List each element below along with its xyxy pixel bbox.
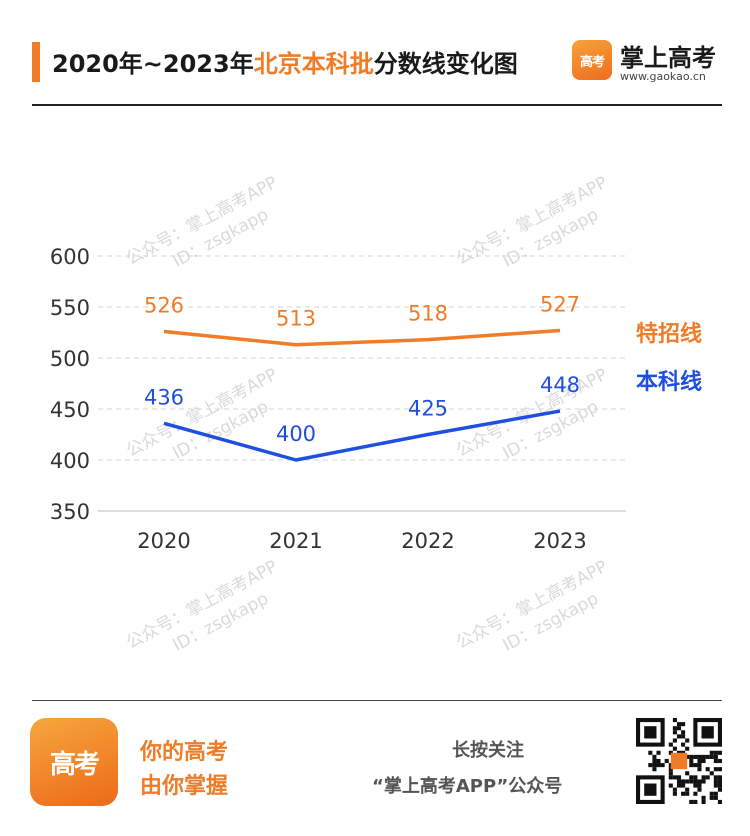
y-tick-label: 350 bbox=[50, 500, 90, 524]
x-tick-label: 2020 bbox=[137, 529, 190, 553]
y-tick-label: 400 bbox=[50, 449, 90, 473]
data-label: 436 bbox=[144, 385, 184, 409]
series-line bbox=[163, 328, 561, 347]
series-line bbox=[163, 409, 561, 462]
data-label: 448 bbox=[540, 373, 580, 397]
y-tick-label: 600 bbox=[50, 245, 90, 269]
title-prefix: 2020年~2023年 bbox=[52, 50, 254, 78]
x-tick-label: 2021 bbox=[269, 529, 322, 553]
x-tick-label: 2022 bbox=[401, 529, 454, 553]
data-label: 526 bbox=[144, 293, 184, 317]
title-highlight: 北京本科批 bbox=[253, 50, 374, 78]
watermark-line2: ID：zsgkapp bbox=[169, 588, 272, 656]
brand-name: 掌上高考 bbox=[620, 44, 716, 72]
line-chart: 350 400 450 500 550 600 2020 2021 2022 2023 526 513… bbox=[50, 245, 626, 553]
legend-undergrad-line: 本科线 bbox=[636, 370, 703, 395]
y-tick-label: 500 bbox=[50, 347, 90, 371]
x-tick-label: 2023 bbox=[533, 529, 586, 553]
header-divider bbox=[32, 104, 722, 106]
qr-code[interactable] bbox=[636, 718, 722, 804]
slogan-line2: 由你掌握 bbox=[140, 774, 229, 799]
y-tick-label: 550 bbox=[50, 296, 90, 320]
title-accent-bar bbox=[32, 42, 40, 82]
follow-prompt: 长按关注 bbox=[452, 740, 524, 761]
data-label: 400 bbox=[276, 422, 316, 446]
footer-app-logo: 高考 bbox=[30, 718, 118, 806]
data-label: 425 bbox=[408, 397, 448, 421]
page-title: 2020年~2023年北京本科批分数线变化图 bbox=[52, 44, 518, 79]
footer-divider bbox=[32, 700, 722, 701]
watermark-line2: ID：zsgkapp bbox=[499, 588, 602, 656]
brand-url: www.gaokao.cn bbox=[620, 70, 706, 83]
logo-text: 高考 bbox=[579, 54, 605, 70]
data-label: 527 bbox=[540, 292, 580, 316]
slogan-line1: 你的高考 bbox=[140, 740, 229, 765]
data-label: 513 bbox=[276, 307, 316, 331]
gaokao-logo: 高考 bbox=[572, 40, 612, 80]
legend-special-line: 特招线 bbox=[636, 322, 703, 347]
title-suffix: 分数线变化图 bbox=[373, 50, 518, 78]
follow-account: “掌上高考APP”公众号 bbox=[372, 776, 563, 797]
footer-logo-text: 高考 bbox=[49, 749, 100, 780]
y-tick-label: 450 bbox=[50, 398, 90, 422]
data-label: 518 bbox=[408, 302, 448, 326]
